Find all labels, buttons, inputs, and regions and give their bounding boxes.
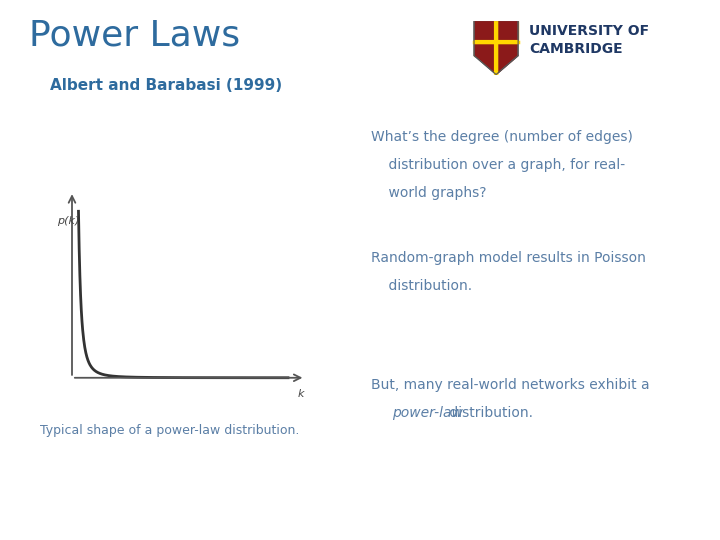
Text: distribution over a graph, for real-: distribution over a graph, for real- (371, 158, 625, 172)
PathPatch shape (474, 21, 518, 75)
Text: k: k (297, 389, 305, 400)
Text: power-law: power-law (392, 406, 463, 420)
Text: world graphs?: world graphs? (371, 186, 486, 200)
Text: Random-graph model results in Poisson: Random-graph model results in Poisson (371, 251, 646, 265)
Text: But, many real-world networks exhibit a: But, many real-world networks exhibit a (371, 378, 649, 392)
Text: What’s the degree (number of edges): What’s the degree (number of edges) (371, 130, 633, 144)
Text: distribution.: distribution. (371, 279, 472, 293)
Text: Power Laws: Power Laws (29, 19, 240, 53)
Polygon shape (496, 42, 518, 75)
Text: distribution.: distribution. (445, 406, 533, 420)
Text: p(k): p(k) (57, 216, 79, 226)
Text: Typical shape of a power-law distribution.: Typical shape of a power-law distributio… (40, 424, 299, 437)
Text: Albert and Barabasi (1999): Albert and Barabasi (1999) (50, 78, 282, 93)
Polygon shape (474, 42, 496, 56)
Text: UNIVERSITY OF
CAMBRIDGE: UNIVERSITY OF CAMBRIDGE (529, 24, 649, 56)
Polygon shape (496, 21, 518, 42)
Polygon shape (474, 21, 496, 42)
